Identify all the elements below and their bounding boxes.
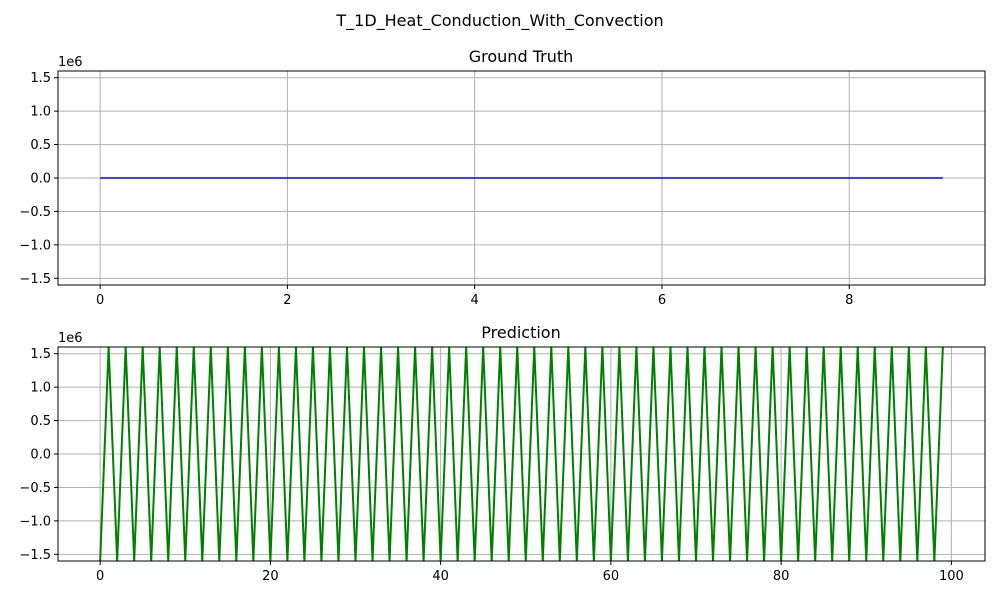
prediction-frame: [57, 346, 986, 562]
prediction-title: Prediction: [481, 323, 560, 342]
prediction-y-tick-label: 1.0: [30, 381, 51, 396]
ground-truth-frame: [57, 70, 986, 286]
prediction-x-tick-label: 100: [939, 569, 964, 584]
ground-truth-title: Ground Truth: [469, 47, 574, 66]
ground-truth-axes: Ground Truth 1e6 0 2 4 6 8 −1.5 −1.0 −0.5 0.0 0.5…: [19, 47, 986, 308]
prediction-series: [99, 347, 944, 561]
ground-truth-y-tick-label: −1.5: [19, 272, 51, 287]
ground-truth-y-tick-label: −1.0: [19, 238, 51, 253]
ground-truth-x-tick-label: 8: [845, 293, 853, 308]
prediction-y-tick-label: 0.5: [30, 414, 51, 429]
prediction-x-tick-label: 40: [432, 569, 449, 584]
prediction-axes: Prediction 1e6 0 20 40 60 80 100−1.5−1.0−0.50…: [19, 323, 986, 584]
ground-truth-x-tick-label: 0: [96, 293, 104, 308]
prediction-y-tick-label: −0.5: [19, 481, 51, 496]
ground-truth-x-tick-label: 4: [471, 293, 479, 308]
prediction-y-tick-label: −1.0: [19, 514, 51, 529]
prediction-series-line: [99, 347, 944, 561]
ground-truth-y-offset-label: 1e6: [58, 55, 83, 70]
prediction-x-tick-label: 60: [603, 569, 620, 584]
prediction-y-tick-label: 1.5: [30, 347, 51, 362]
ground-truth-y-tick-label: 1.5: [30, 71, 51, 86]
ground-truth-y-tick-label: 0.5: [30, 138, 51, 153]
prediction-y-tick-label: 0.0: [30, 448, 51, 463]
prediction-x-tick-label: 0: [96, 569, 104, 584]
ground-truth-ticks: 0 2 4 6 8 −1.5 −1.0 −0.5 0.0 0.5 1.0 1.5: [19, 71, 853, 308]
prediction-x-tick-label: 20: [262, 569, 279, 584]
prediction-ticks: 0 20 40 60 80 100 −1.5 −1.0 −0.5 0.0 0.5 1.0 1.5: [19, 347, 963, 584]
prediction-grid: [58, 347, 985, 561]
prediction-y-offset-label: 1e6: [58, 331, 83, 346]
ground-truth-y-tick-label: 1.0: [30, 105, 51, 120]
ground-truth-x-tick-label: 6: [658, 293, 666, 308]
ground-truth-y-tick-label: 0.0: [30, 172, 51, 187]
ground-truth-y-tick-label: −0.5: [19, 205, 51, 220]
ground-truth-x-tick-label: 2: [283, 293, 291, 308]
prediction-x-tick-label: 80: [773, 569, 790, 584]
figure-title: T_1D_Heat_Conduction_With_Convection: [335, 11, 663, 31]
prediction-y-tick-label: −1.5: [19, 548, 51, 563]
